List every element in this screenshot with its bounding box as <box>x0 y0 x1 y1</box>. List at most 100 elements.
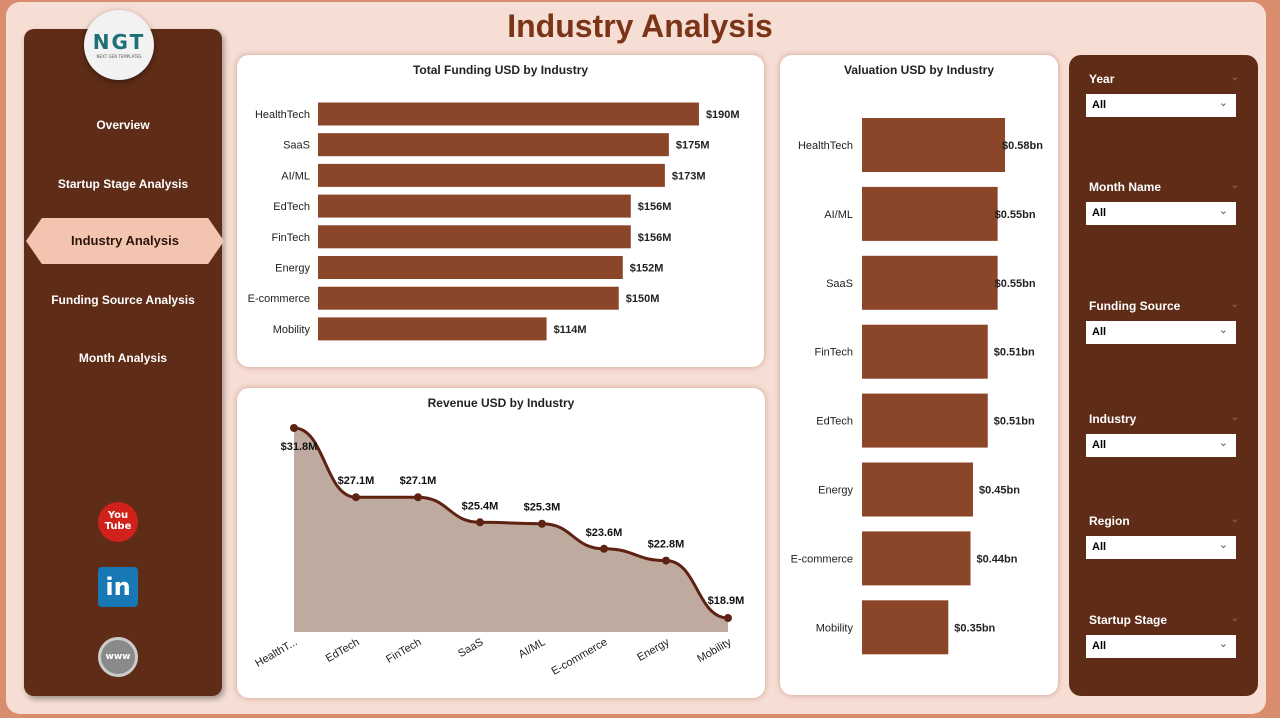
filter-dropdown-year[interactable]: All ⌄ <box>1086 94 1236 117</box>
data-point <box>724 614 732 623</box>
filter-dropdown-funding-source[interactable]: All ⌄ <box>1086 321 1236 344</box>
data-point <box>600 544 608 553</box>
data-point <box>290 424 298 432</box>
valuation-chart-card: Valuation USD by Industry HealthTech $0.5… <box>780 55 1058 695</box>
category-label: E-commerce <box>248 293 310 305</box>
bar <box>862 462 973 517</box>
data-label: $25.3M <box>524 502 561 514</box>
chevron-down-icon: ⌄ <box>1218 539 1228 551</box>
bar <box>318 163 665 187</box>
category-label: SaaS <box>826 278 853 290</box>
filter-dropdown-startup-stage[interactable]: All ⌄ <box>1086 635 1236 658</box>
chevron-down-icon: ⌄ <box>1218 205 1228 217</box>
filter-label-region: Region ⌄ <box>1089 514 1239 528</box>
funding-chart: HealthTech $190M SaaS $175M AI/ML $173M EdTech… <box>248 102 740 341</box>
filter-label-month-name: Month Name ⌄ <box>1089 180 1239 194</box>
bar <box>862 600 949 655</box>
data-label: $0.35bn <box>954 622 995 634</box>
category-label: AI/ML <box>824 209 853 221</box>
data-label: $190M <box>706 109 740 121</box>
category-label: HealthTech <box>255 109 310 121</box>
x-tick-label: EdTech <box>324 636 362 665</box>
data-label: $150M <box>626 293 660 305</box>
collapse-chevron-icon[interactable]: ⌄ <box>1230 299 1239 310</box>
filter-label-startup-stage: Startup Stage ⌄ <box>1089 613 1239 627</box>
filter-panel <box>1069 55 1258 696</box>
x-tick-label: AI/ML <box>517 636 548 661</box>
nav-funding-source-analysis[interactable]: Funding Source Analysis <box>51 293 195 307</box>
category-label: FinTech <box>814 347 853 359</box>
bar <box>318 194 631 218</box>
nav-startup-stage-analysis[interactable]: Startup Stage Analysis <box>57 177 189 191</box>
nav-industry-analysis[interactable]: Industry Analysis <box>26 218 224 264</box>
x-tick-label: Energy <box>635 636 672 664</box>
valuation-chart-title: Valuation USD by Industry <box>843 63 995 77</box>
category-label: EdTech <box>816 416 853 428</box>
bar <box>862 186 998 241</box>
bar <box>862 324 988 379</box>
collapse-chevron-icon[interactable]: ⌄ <box>1230 613 1239 624</box>
logo: NGT NEXT GEN TEMPLATES <box>84 10 154 80</box>
filter-label-funding-source: Funding Source ⌄ <box>1089 299 1239 313</box>
revenue-chart-title: Revenue USD by Industry <box>427 396 575 410</box>
filter-dropdown-industry[interactable]: All ⌄ <box>1086 434 1236 457</box>
revenue-chart: $31.8M HealthT... $27.1M EdTech $27.1M FinTec… <box>253 424 745 678</box>
bar <box>862 255 998 310</box>
data-label: $23.6M <box>586 527 623 539</box>
page-title: Industry Analysis <box>507 8 773 44</box>
data-point <box>352 493 360 502</box>
x-tick-label: HealthT... <box>253 636 299 670</box>
category-label: Energy <box>275 263 310 275</box>
filter-label-year: Year ⌄ <box>1089 72 1239 86</box>
data-label: $0.45bn <box>979 485 1020 497</box>
data-label: $175M <box>676 140 710 152</box>
category-label: SaaS <box>283 140 310 152</box>
data-label: $152M <box>630 263 664 275</box>
bar <box>318 225 631 249</box>
nav-overview[interactable]: Overview <box>96 118 150 132</box>
data-label: $25.4M <box>462 500 499 512</box>
funding-chart-title: Total Funding USD by Industry <box>412 63 589 77</box>
bar <box>318 286 619 310</box>
data-point <box>476 518 484 527</box>
data-label: $18.9M <box>708 595 745 607</box>
area-fill <box>294 428 728 632</box>
filter-dropdown-region[interactable]: All ⌄ <box>1086 536 1236 559</box>
chevron-down-icon: ⌄ <box>1218 437 1228 449</box>
data-point <box>662 556 670 565</box>
youtube-icon[interactable]: You Tube <box>98 502 138 542</box>
chevron-down-icon: ⌄ <box>1218 638 1228 650</box>
bar <box>318 256 623 279</box>
nav-month-analysis[interactable]: Month Analysis <box>78 351 168 365</box>
valuation-chart: HealthTech $0.58bn AI/ML $0.55bn SaaS $0.55bn… <box>791 118 1043 655</box>
data-label: $173M <box>672 170 706 182</box>
bar <box>318 133 669 157</box>
data-label: $0.44bn <box>977 553 1018 565</box>
data-label: $156M <box>638 232 672 244</box>
collapse-chevron-icon[interactable]: ⌄ <box>1230 412 1239 423</box>
bar <box>318 317 547 341</box>
collapse-chevron-icon[interactable]: ⌄ <box>1230 514 1239 525</box>
data-point <box>414 493 422 502</box>
collapse-chevron-icon[interactable]: ⌄ <box>1230 72 1239 83</box>
linkedin-icon[interactable]: in <box>98 567 138 607</box>
bar <box>318 102 699 126</box>
category-label: Energy <box>818 485 853 497</box>
data-label: $0.55bn <box>995 209 1036 221</box>
data-label: $0.55bn <box>995 278 1036 290</box>
data-label: $0.58bn <box>1002 140 1043 152</box>
collapse-chevron-icon[interactable]: ⌄ <box>1230 180 1239 191</box>
filter-dropdown-month-name[interactable]: All ⌄ <box>1086 202 1236 225</box>
data-label: $27.1M <box>338 475 375 487</box>
data-label: $114M <box>554 324 587 336</box>
globe-icon[interactable]: www <box>98 637 138 677</box>
funding-chart-card: Total Funding USD by Industry HealthTech… <box>237 55 764 367</box>
x-tick-label: Mobility <box>695 636 734 665</box>
category-label: EdTech <box>273 201 310 213</box>
data-label: $0.51bn <box>994 347 1035 359</box>
filter-label-industry: Industry ⌄ <box>1089 412 1239 426</box>
category-label: AI/ML <box>281 170 310 182</box>
x-tick-label: FinTech <box>384 636 423 666</box>
category-label: Mobility <box>816 622 854 634</box>
data-label: $156M <box>638 201 672 213</box>
